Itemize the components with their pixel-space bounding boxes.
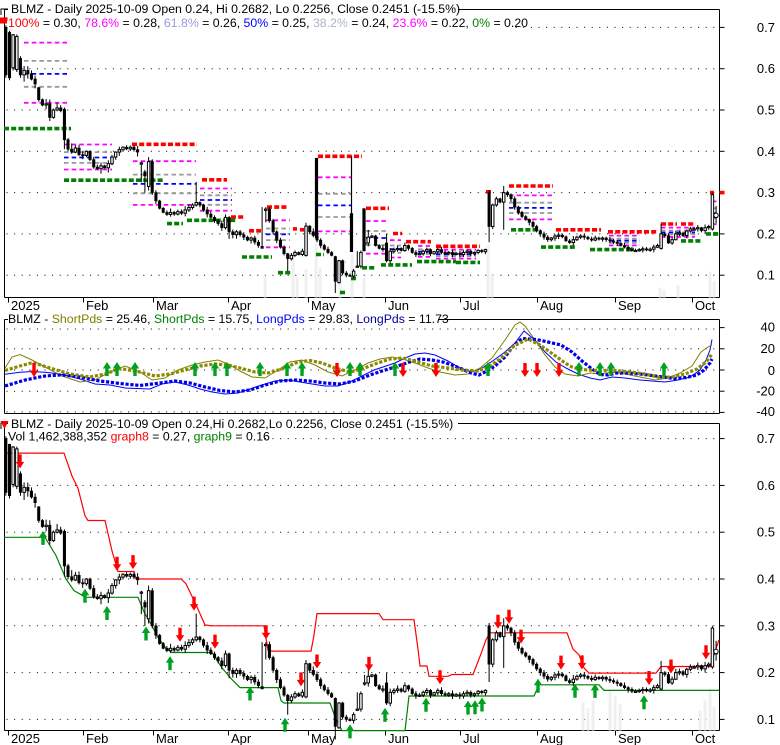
svg-text:BLMZ - Daily 2025-10-09 Open 0: BLMZ - Daily 2025-10-09 Open 0.24,Hi 0.2… <box>11 417 453 431</box>
svg-text:0.1: 0.1 <box>757 268 775 283</box>
svg-text:0.3: 0.3 <box>757 185 775 200</box>
svg-text:May: May <box>311 298 336 313</box>
svg-text:Jul: Jul <box>463 298 480 313</box>
svg-text:0.2: 0.2 <box>757 226 775 241</box>
svg-text:0.5: 0.5 <box>757 103 775 118</box>
svg-text:Apr: Apr <box>231 298 252 313</box>
svg-text:0.4: 0.4 <box>757 572 775 587</box>
svg-text:May: May <box>311 731 336 745</box>
svg-text:0.6: 0.6 <box>757 61 775 76</box>
svg-text:2025: 2025 <box>11 298 40 313</box>
svg-text:0.1: 0.1 <box>757 712 775 727</box>
svg-text:0.6: 0.6 <box>757 478 775 493</box>
svg-text:0: 0 <box>768 363 775 378</box>
svg-text:Jul: Jul <box>463 731 480 745</box>
svg-text:Aug: Aug <box>540 298 563 313</box>
svg-text:Mar: Mar <box>156 731 179 745</box>
svg-text:-20: -20 <box>756 383 775 398</box>
svg-text:20: 20 <box>761 341 775 356</box>
svg-text:100% = 0.30, 78.6% = 0.28, 61.: 100% = 0.30, 78.6% = 0.28, 61.8% = 0.26,… <box>8 16 528 30</box>
svg-text:0.3: 0.3 <box>757 618 775 633</box>
svg-text:Vol 1,462,388,352 graph8 = 0.2: Vol 1,462,388,352 graph8 = 0.27, graph9 … <box>8 430 270 444</box>
svg-text:Feb: Feb <box>86 731 108 745</box>
svg-text:0.4: 0.4 <box>757 144 775 159</box>
svg-text:2025: 2025 <box>11 731 40 745</box>
svg-text:Aug: Aug <box>540 731 563 745</box>
svg-text:BLMZ - Daily 2025-10-09 Open 0: BLMZ - Daily 2025-10-09 Open 0.24, Hi 0.… <box>11 2 460 16</box>
svg-text:BLMZ - ShortPds = 25.46, Short: BLMZ - ShortPds = 25.46, ShortPds = 15.7… <box>8 312 449 326</box>
svg-text:Jun: Jun <box>388 731 409 745</box>
svg-text:Apr: Apr <box>231 731 252 745</box>
svg-text:Feb: Feb <box>86 298 108 313</box>
svg-text:Oct: Oct <box>695 731 716 745</box>
svg-text:0.7: 0.7 <box>757 431 775 446</box>
svg-text:0.5: 0.5 <box>757 525 775 540</box>
svg-text:Sep: Sep <box>618 731 641 745</box>
svg-text:-40: -40 <box>756 404 775 419</box>
svg-text:Oct: Oct <box>695 298 716 313</box>
svg-text:Mar: Mar <box>156 298 179 313</box>
svg-text:0.7: 0.7 <box>757 20 775 35</box>
svg-text:Sep: Sep <box>618 298 641 313</box>
svg-text:40: 40 <box>761 320 775 335</box>
svg-text:Jun: Jun <box>388 298 409 313</box>
svg-text:0.2: 0.2 <box>757 665 775 680</box>
